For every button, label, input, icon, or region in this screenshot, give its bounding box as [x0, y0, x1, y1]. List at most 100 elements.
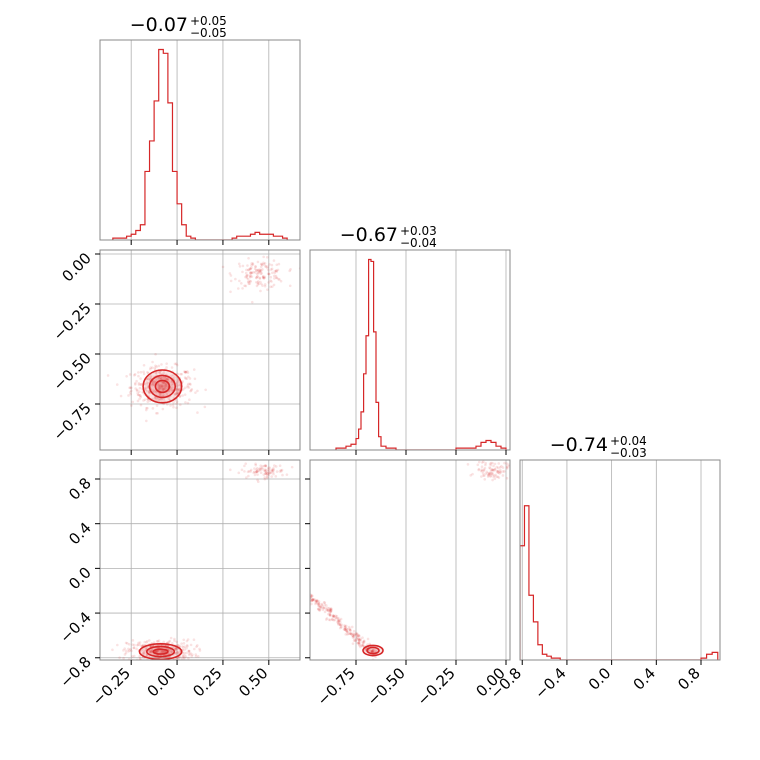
panel-title: −0.07 +0.05−0.05	[130, 14, 227, 40]
scatter-point	[364, 647, 367, 651]
scatter-point	[174, 647, 177, 650]
scatter-point	[256, 470, 259, 473]
scatter-point	[229, 279, 233, 283]
histogram-step	[335, 258, 507, 450]
scatter-point	[329, 614, 332, 617]
scatter-point	[357, 642, 360, 645]
scatter-point	[266, 266, 269, 270]
scatter-point	[145, 640, 149, 643]
scatter-point	[337, 619, 340, 623]
scatter-point	[310, 595, 313, 599]
scatter-point	[310, 594, 313, 597]
scatter-point	[486, 475, 490, 478]
scatter-point	[149, 649, 153, 653]
scatter-point	[279, 279, 283, 283]
scatter-point	[156, 411, 159, 415]
plot-area	[335, 258, 507, 450]
scatter-point	[262, 276, 266, 280]
scatter-point	[183, 386, 187, 390]
panel-title: −0.74 +0.04−0.03	[550, 434, 647, 460]
scatter-point	[164, 383, 167, 387]
contour-level	[154, 379, 171, 394]
scatter-point	[471, 472, 474, 476]
scatter-point	[136, 391, 139, 395]
scatter-point	[175, 392, 179, 395]
scatter-point	[190, 654, 194, 658]
scatter-point	[187, 649, 191, 653]
scatter-point	[271, 285, 274, 288]
scatter-point	[491, 468, 495, 472]
scatter-point	[255, 269, 258, 272]
scatter-point	[139, 403, 143, 407]
scatter-point	[371, 649, 374, 653]
scatter-point	[331, 618, 334, 621]
scatter-point	[362, 639, 366, 643]
scatter-point	[493, 474, 496, 477]
scatter-point	[151, 381, 155, 385]
scatter-point	[476, 463, 480, 467]
scatter-point	[256, 268, 260, 272]
scatter-point	[152, 382, 155, 386]
scatter-point	[155, 390, 158, 394]
scatter-point	[489, 474, 493, 477]
scatter-point	[269, 275, 273, 279]
scatter-point	[198, 647, 201, 651]
scatter-point	[265, 475, 269, 479]
scatter-point	[152, 641, 156, 644]
scatter-point	[254, 463, 258, 467]
scatter-point	[250, 264, 253, 267]
scatter-point	[140, 644, 144, 648]
scatter-point	[270, 469, 274, 472]
scatter-point	[162, 387, 166, 391]
scatter-point	[174, 652, 178, 655]
scatter-point	[320, 602, 324, 606]
scatter-point	[265, 476, 269, 480]
scatter-point	[263, 275, 267, 279]
scatter-point	[505, 465, 509, 468]
scatter-point	[163, 386, 167, 390]
scatter-point	[268, 471, 271, 474]
scatter-point	[124, 651, 128, 655]
scatter-point	[251, 263, 255, 266]
scatter-point	[180, 657, 184, 660]
scatter-point	[480, 475, 483, 478]
scatter-point	[494, 473, 497, 477]
scatter-point	[160, 377, 163, 380]
scatter-point	[489, 461, 493, 465]
scatter-point	[272, 468, 275, 472]
scatter-point	[173, 393, 177, 397]
scatter-point	[267, 272, 271, 276]
scatter-point	[325, 604, 328, 607]
scatter-point	[139, 657, 142, 660]
scatter-point	[128, 649, 131, 652]
scatter-point	[165, 382, 168, 386]
contour-level	[148, 374, 177, 399]
scatter-point	[176, 372, 180, 376]
scatter-point	[181, 380, 184, 383]
scatter-point	[158, 384, 162, 387]
scatter-point	[253, 473, 257, 477]
plot-area	[112, 48, 288, 240]
scatter-point	[183, 370, 187, 374]
scatter-point	[249, 271, 252, 275]
scatter-point	[354, 639, 357, 643]
scatter-point	[257, 469, 261, 473]
scatter-point	[491, 468, 494, 471]
scatter-point	[285, 473, 289, 476]
scatter-point	[119, 394, 123, 398]
scatter-point	[258, 268, 262, 271]
scatter-point	[177, 651, 180, 655]
scatter-point	[261, 464, 265, 468]
scatter-point	[196, 389, 199, 393]
scatter-point	[313, 598, 316, 602]
scatter-point	[137, 371, 140, 374]
scatter-point	[496, 470, 500, 473]
scatter-point	[272, 283, 276, 287]
scatter-point	[167, 378, 170, 382]
scatter-point	[151, 366, 154, 370]
scatter-point	[161, 387, 165, 391]
scatter-point	[144, 408, 148, 412]
scatter-point	[184, 370, 188, 374]
scatter-point	[482, 460, 485, 464]
scatter-point	[189, 652, 193, 655]
